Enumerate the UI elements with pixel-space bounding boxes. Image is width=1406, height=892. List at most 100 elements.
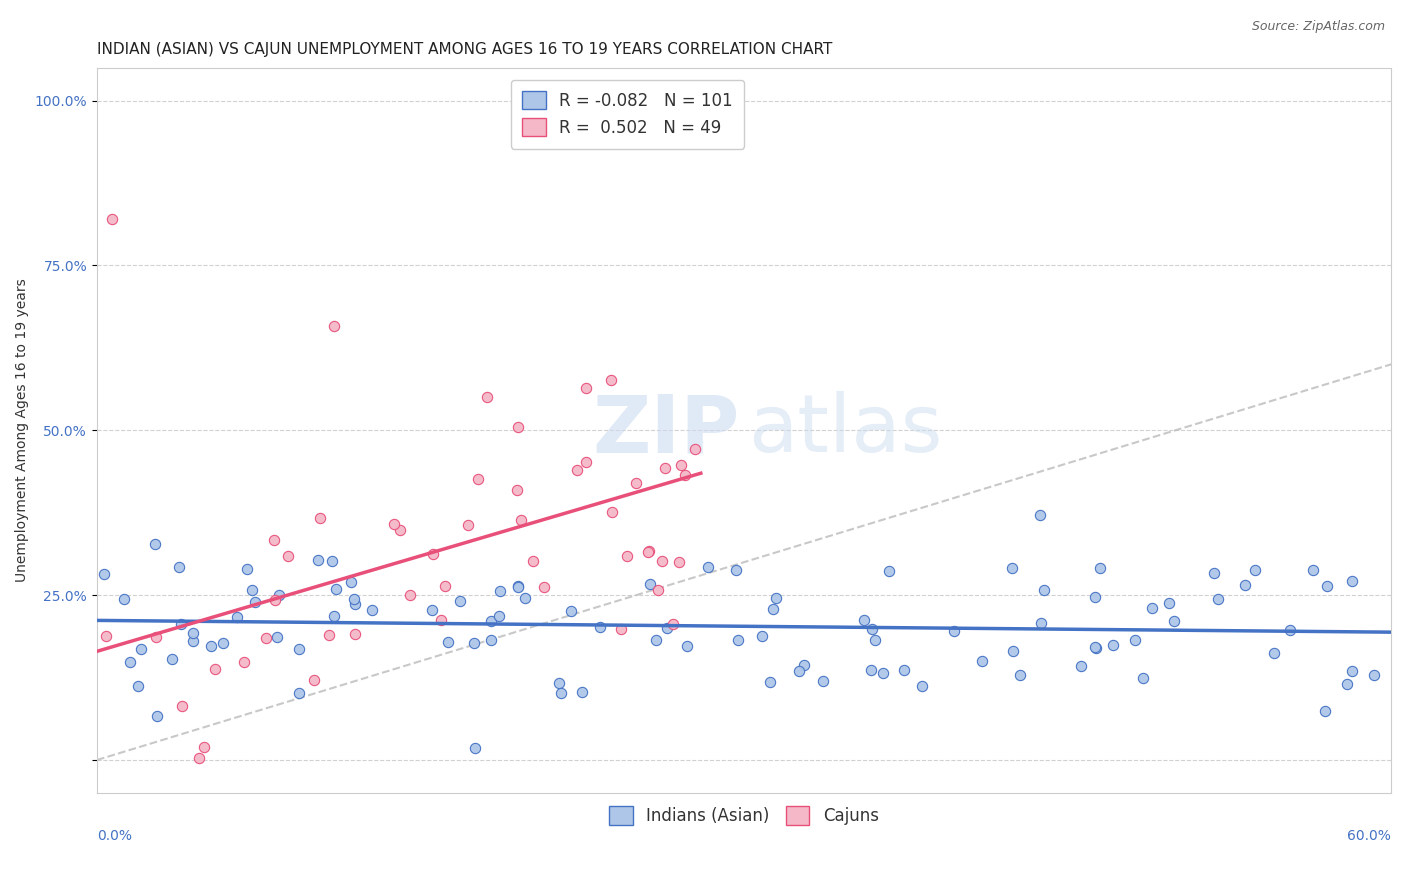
Point [307, 553, 329, 567]
Point [1140, 601, 1163, 615]
Point [1085, 641, 1108, 656]
Point [1278, 624, 1301, 638]
Point [449, 594, 471, 608]
Point [93, 567, 115, 582]
Point [188, 751, 211, 765]
Point [100, 212, 122, 227]
Point [506, 579, 529, 593]
Point [96, 629, 118, 643]
Point [1123, 632, 1146, 647]
Text: ZIP: ZIP [593, 392, 740, 469]
Text: 60.0%: 60.0% [1347, 830, 1391, 843]
Point [212, 636, 235, 650]
Point [1008, 668, 1031, 682]
Point [654, 461, 676, 475]
Point [339, 575, 361, 590]
Point [1001, 561, 1024, 575]
Point [1033, 582, 1056, 597]
Text: 0.0%: 0.0% [97, 830, 132, 843]
Point [399, 588, 422, 602]
Point [1244, 562, 1267, 576]
Point [131, 642, 153, 657]
Point [269, 589, 291, 603]
Point [434, 579, 457, 593]
Point [457, 517, 479, 532]
Point [243, 595, 266, 609]
Point [309, 511, 332, 525]
Point [863, 632, 886, 647]
Point [263, 592, 285, 607]
Point [589, 620, 612, 634]
Point [1159, 596, 1181, 610]
Point [323, 318, 346, 333]
Point [256, 631, 278, 645]
Legend: Indians (Asian), Cajuns: Indians (Asian), Cajuns [603, 800, 886, 832]
Point [302, 673, 325, 688]
Point [118, 656, 141, 670]
Point [662, 616, 685, 631]
Point [550, 686, 572, 700]
Point [972, 654, 994, 668]
Point [638, 544, 661, 558]
Point [382, 516, 405, 531]
Point [943, 624, 966, 638]
Point [1234, 578, 1257, 592]
Point [323, 609, 346, 624]
Point [467, 472, 489, 486]
Point [1206, 592, 1229, 607]
Point [344, 626, 367, 640]
Point [360, 603, 382, 617]
Point [651, 554, 673, 568]
Point [146, 708, 169, 723]
Point [727, 633, 749, 648]
Point [560, 604, 582, 618]
Point [1029, 508, 1052, 522]
Point [751, 629, 773, 643]
Point [624, 475, 647, 490]
Point [1029, 616, 1052, 631]
Point [1263, 646, 1285, 660]
Point [489, 583, 512, 598]
Point [170, 698, 193, 713]
Point [911, 679, 934, 693]
Point [676, 639, 699, 653]
Point [1102, 639, 1125, 653]
Point [616, 549, 638, 563]
Point [852, 613, 875, 627]
Point [644, 632, 666, 647]
Point [575, 381, 598, 395]
Point [877, 565, 900, 579]
Point [793, 657, 815, 672]
Point [193, 739, 215, 754]
Point [655, 621, 678, 635]
Point [683, 442, 706, 456]
Point [533, 580, 555, 594]
Point [236, 562, 259, 576]
Point [1088, 561, 1111, 575]
Point [181, 625, 204, 640]
Point [1336, 677, 1358, 691]
Point [1313, 704, 1336, 718]
Point [167, 560, 190, 574]
Point [669, 458, 692, 472]
Text: INDIAN (ASIAN) VS CAJUN UNEMPLOYMENT AMONG AGES 16 TO 19 YEARS CORRELATION CHART: INDIAN (ASIAN) VS CAJUN UNEMPLOYMENT AMO… [97, 42, 832, 57]
Point [1084, 590, 1107, 604]
Point [479, 615, 502, 629]
Point [513, 591, 536, 605]
Y-axis label: Unemployment Among Ages 16 to 19 years: Unemployment Among Ages 16 to 19 years [15, 278, 30, 582]
Point [263, 533, 285, 548]
Point [697, 560, 720, 574]
Point [1302, 562, 1324, 576]
Point [343, 592, 366, 607]
Point [1340, 665, 1362, 679]
Point [1362, 668, 1385, 682]
Point [787, 664, 810, 678]
Point [600, 505, 623, 519]
Point [233, 656, 256, 670]
Point [463, 636, 485, 650]
Point [344, 597, 367, 611]
Point [1002, 644, 1025, 658]
Point [225, 610, 247, 624]
Point [637, 545, 659, 559]
Point [765, 591, 787, 605]
